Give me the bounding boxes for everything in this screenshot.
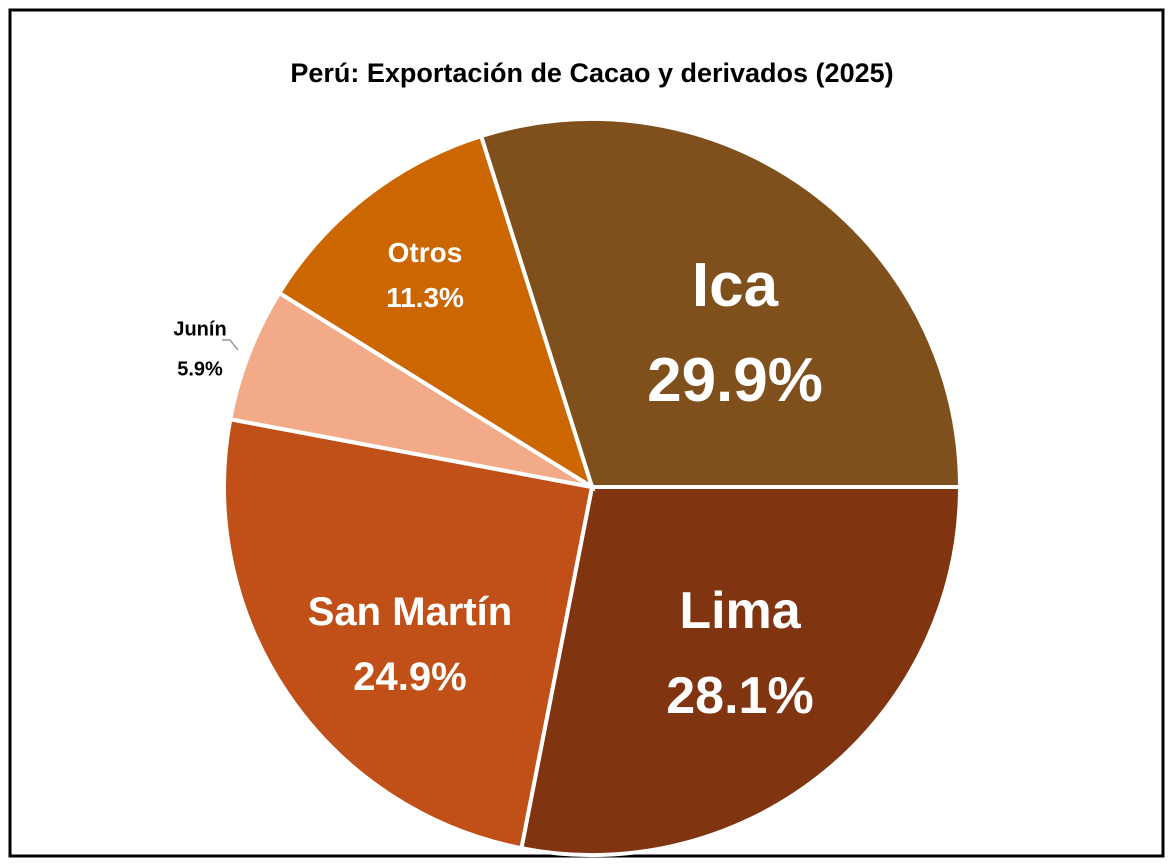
chart-title: Perú: Exportación de Cacao y derivados (… (290, 58, 893, 88)
slice-value-label: 5.9% (177, 358, 223, 380)
pie-slice (276, 133, 596, 492)
slice-label: San Martín (308, 590, 512, 634)
slice-value-label: 28.1% (666, 667, 813, 725)
slice-value-label: 11.3% (386, 282, 464, 313)
pie-slice (227, 290, 594, 489)
pie-slice (222, 416, 595, 851)
slice-value-label: 24.9% (353, 655, 466, 699)
slice-label: Otros (388, 237, 463, 268)
slice-label: Junín (173, 318, 226, 340)
pie-slice (519, 485, 963, 857)
leader-line (222, 339, 239, 351)
pie-slice (478, 117, 963, 489)
slice-label: Lima (679, 582, 801, 640)
slice-value-label: 29.9% (647, 346, 823, 415)
slice-label: Ica (692, 251, 779, 320)
